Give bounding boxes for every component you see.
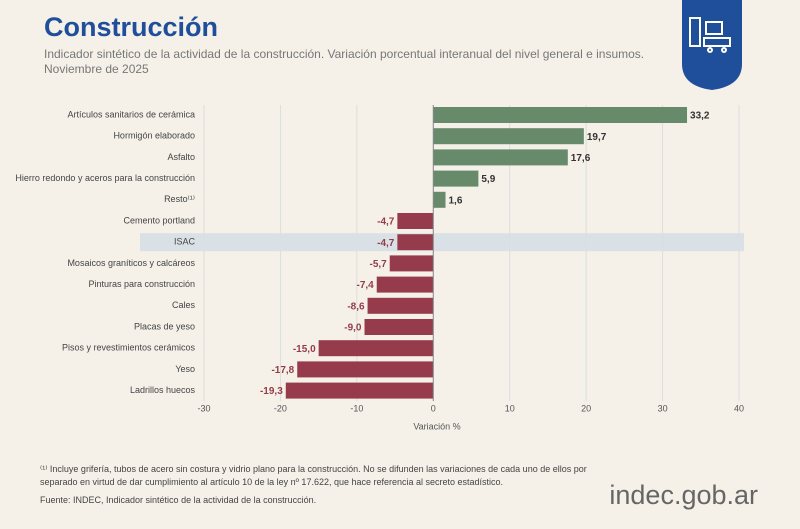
source: Fuente: INDEC, Indicador sintético de la… <box>40 495 317 505</box>
category-label: Asfalto <box>167 152 195 162</box>
value-label: -9,0 <box>344 323 362 334</box>
value-label: 33,2 <box>690 111 710 122</box>
x-tick-label: -20 <box>274 403 287 413</box>
bar <box>376 276 434 293</box>
value-label: 1,6 <box>449 195 463 206</box>
category-label: Cemento portland <box>123 215 195 225</box>
x-tick-label: 0 <box>431 403 436 413</box>
logo-icon <box>689 17 731 53</box>
category-label: Placas de yeso <box>134 321 195 331</box>
value-label: -17,8 <box>271 365 294 376</box>
category-label: Resto⁽¹⁾ <box>164 194 195 204</box>
category-label: Mosaicos graníticos y calcáreos <box>67 258 195 268</box>
category-label: Pinturas para construcción <box>88 279 195 289</box>
value-label: -7,4 <box>356 280 374 291</box>
category-label: Hierro redondo y aceros para la construc… <box>15 173 195 183</box>
subtitle: Indicador sintético de la actividad de l… <box>44 47 645 61</box>
value-label: 5,9 <box>481 174 495 185</box>
category-label: Ladrillos huecos <box>130 385 196 395</box>
title: Construcción <box>44 12 219 42</box>
period: Noviembre de 2025 <box>44 62 149 76</box>
footnote: ⁽¹⁾ Incluye grifería, tubos de acero sin… <box>40 464 587 487</box>
bar <box>397 234 434 251</box>
bar <box>433 191 446 208</box>
bar <box>318 340 434 357</box>
category-label: Pisos y revestimientos cerámicos <box>62 343 196 353</box>
bar <box>297 361 434 378</box>
x-tick-label: -30 <box>197 403 210 413</box>
value-label: 19,7 <box>587 132 607 143</box>
category-label: ISAC <box>174 237 196 247</box>
x-axis-label: Variación % <box>413 421 460 431</box>
bar <box>364 319 434 335</box>
value-label: -4,7 <box>377 217 395 228</box>
category-label: Cales <box>172 300 196 310</box>
category-label: Yeso <box>175 364 195 374</box>
x-tick-label: -10 <box>350 403 363 413</box>
value-label: -19,3 <box>260 386 283 397</box>
brand: indec.gob.ar <box>609 480 758 510</box>
bar <box>433 107 688 123</box>
value-label: -8,6 <box>347 301 365 312</box>
bar <box>285 382 434 399</box>
bar <box>433 149 568 166</box>
bar <box>433 170 479 187</box>
value-label: 17,6 <box>571 153 591 164</box>
x-tick-label: 30 <box>658 403 668 413</box>
category-label: Artículos sanitarios de cerámica <box>67 109 195 119</box>
bar <box>389 255 434 272</box>
value-label: -5,7 <box>369 259 387 270</box>
category-label: Hormigón elaborado <box>113 131 195 141</box>
x-tick-label: 40 <box>734 403 744 413</box>
highlight-band <box>140 233 744 252</box>
bar <box>397 213 434 229</box>
value-label: -4,7 <box>377 238 395 249</box>
bar <box>367 297 434 314</box>
value-label: -15,0 <box>293 344 316 355</box>
x-tick-label: 20 <box>581 403 591 413</box>
bar <box>433 128 584 145</box>
x-tick-label: 10 <box>505 403 515 413</box>
